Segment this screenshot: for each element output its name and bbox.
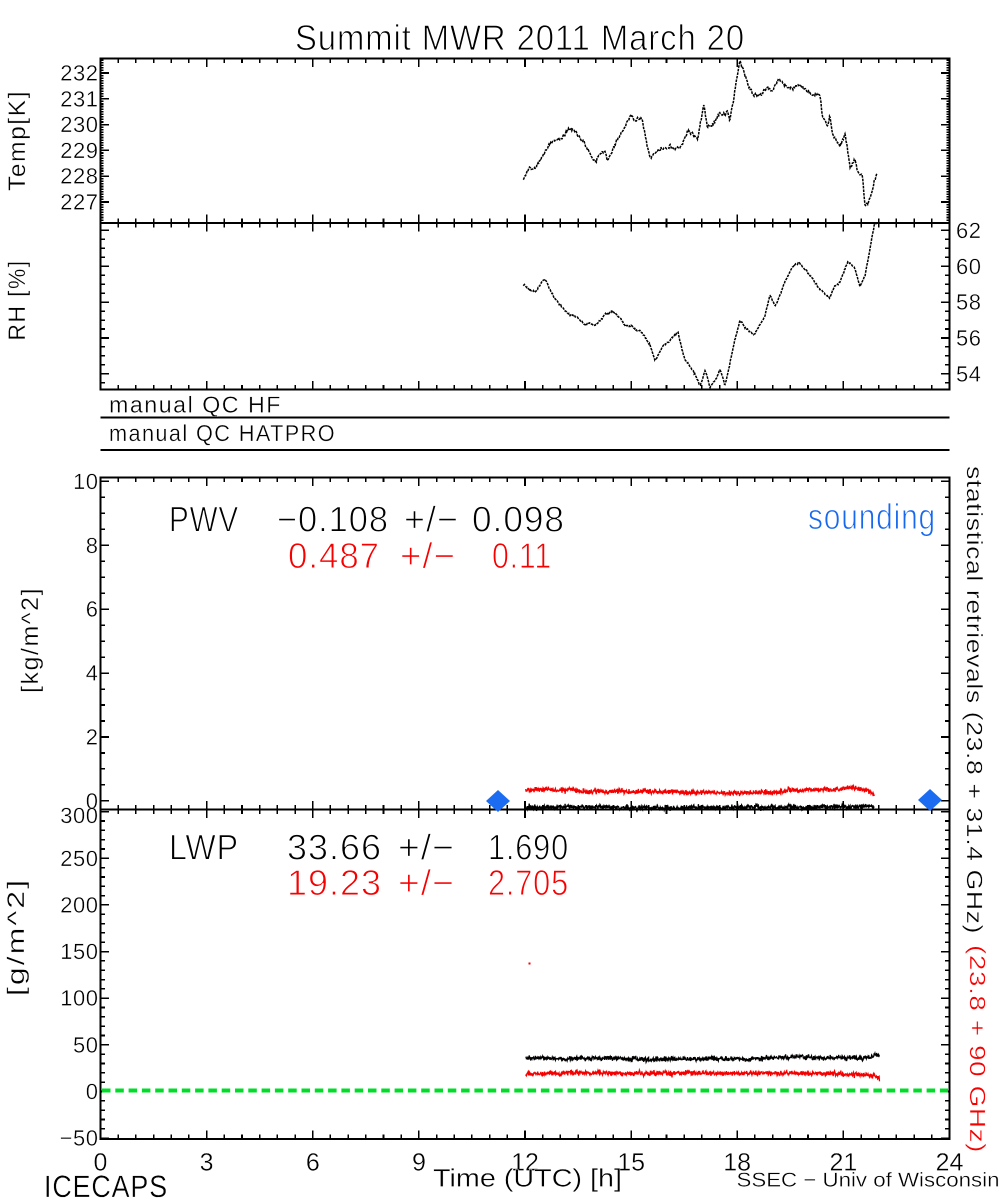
svg-text:54: 54 (956, 361, 981, 386)
svg-text:[kg/m^2]: [kg/m^2] (17, 587, 44, 693)
svg-text:60: 60 (956, 254, 981, 279)
svg-text:PWV: PWV (169, 499, 239, 540)
svg-text:58: 58 (956, 290, 981, 315)
svg-text:12: 12 (511, 1149, 539, 1177)
svg-text:sounding: sounding (808, 496, 936, 537)
svg-text:(23.8 + 90 GHz): (23.8 + 90 GHz) (965, 945, 990, 1153)
svg-text:−0.108: −0.108 (277, 499, 389, 540)
svg-text:6: 6 (86, 597, 99, 622)
svg-text:LWP: LWP (169, 827, 239, 868)
svg-text:21: 21 (829, 1149, 857, 1177)
svg-text:Summit MWR 2011 March 20: Summit MWR 2011 March 20 (295, 17, 745, 58)
svg-text:4: 4 (86, 661, 99, 686)
svg-text:2.705: 2.705 (488, 862, 569, 903)
svg-text:2: 2 (86, 725, 99, 750)
svg-text:0: 0 (86, 1079, 99, 1104)
svg-text:SSEC − Univ of Wisconsin: SSEC − Univ of Wisconsin (737, 1170, 1000, 1192)
svg-text:300: 300 (60, 803, 98, 828)
svg-text:19.23: 19.23 (287, 862, 382, 903)
svg-text:[g/m^2]: [g/m^2] (3, 878, 30, 996)
svg-text:0: 0 (94, 1149, 108, 1177)
svg-text:+/−: +/− (404, 499, 459, 540)
svg-text:200: 200 (60, 892, 98, 917)
svg-text:−50: −50 (60, 1126, 99, 1151)
svg-text:228: 228 (60, 164, 98, 189)
svg-text:229: 229 (60, 138, 98, 163)
svg-text:ICECAPS: ICECAPS (44, 1169, 168, 1200)
svg-text:1.690: 1.690 (488, 827, 569, 868)
svg-text:+/−: +/− (400, 535, 456, 576)
svg-text:9: 9 (412, 1149, 426, 1177)
svg-text:50: 50 (73, 1032, 98, 1057)
svg-text:150: 150 (60, 939, 98, 964)
svg-text:0.098: 0.098 (472, 499, 565, 540)
svg-text:100: 100 (60, 986, 98, 1011)
svg-text:24: 24 (936, 1149, 964, 1177)
svg-text:0.487: 0.487 (288, 535, 380, 576)
svg-text:+/−: +/− (398, 827, 455, 868)
svg-text:8: 8 (86, 533, 99, 558)
svg-text:62: 62 (956, 218, 981, 243)
svg-text:56: 56 (956, 326, 981, 351)
svg-text:RH [%]: RH [%] (4, 260, 31, 341)
svg-text:33.66: 33.66 (287, 827, 382, 868)
svg-text:Time (UTC) [h]: Time (UTC) [h] (433, 1165, 622, 1193)
svg-text:0.11: 0.11 (492, 535, 552, 576)
svg-text:250: 250 (60, 846, 98, 871)
svg-text:0: 0 (86, 788, 99, 813)
svg-text:Temp[K]: Temp[K] (4, 90, 31, 191)
svg-text:231: 231 (60, 86, 98, 111)
svg-text:6: 6 (306, 1149, 320, 1177)
svg-text:statistical retrievals (23.8 +: statistical retrievals (23.8 + 31.4 GHz) (962, 466, 987, 934)
svg-text:230: 230 (60, 112, 98, 137)
svg-text:3: 3 (200, 1149, 214, 1177)
svg-text:manual QC HF: manual QC HF (109, 392, 282, 418)
svg-text:18: 18 (723, 1149, 751, 1177)
svg-text:227: 227 (60, 190, 98, 215)
svg-text:+/−: +/− (398, 862, 455, 903)
svg-text:15: 15 (617, 1149, 645, 1177)
svg-text:manual QC HATPRO: manual QC HATPRO (109, 420, 336, 446)
svg-text:232: 232 (60, 61, 98, 86)
svg-text:10: 10 (73, 469, 98, 494)
